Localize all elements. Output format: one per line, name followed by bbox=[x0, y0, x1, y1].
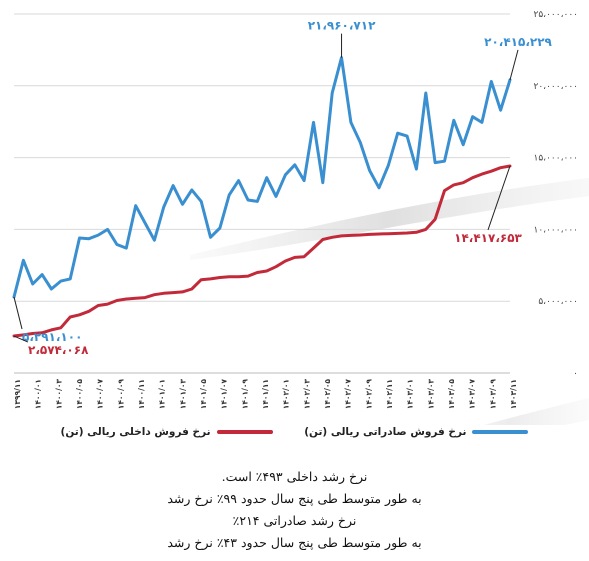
legend: نرخ فروش صادراتی ریالی (تن) نرخ فروش داخ… bbox=[0, 426, 589, 444]
x-tick-label: ۱۴۰۲/۰۷ bbox=[344, 379, 353, 410]
y-tick-label: ۱۰،۰۰۰،۰۰۰ bbox=[534, 225, 578, 235]
x-tick-label: ۱۴۰۳/۰۳ bbox=[426, 379, 435, 410]
background-swoosh bbox=[190, 178, 589, 260]
y-tick-label: ۲۵،۰۰۰،۰۰۰ bbox=[534, 10, 578, 20]
x-tick-label: ۱۴۰۱/۰۱ bbox=[158, 379, 167, 409]
y-tick-label: ۱۵،۰۰۰،۰۰۰ bbox=[534, 154, 578, 164]
annotation-label: ۲،۵۷۴،۰۶۸ bbox=[28, 343, 89, 357]
x-tick-label: ۱۴۰۳/۰۷ bbox=[468, 379, 477, 410]
legend-item-domestic: نرخ فروش داخلی ریالی (تن) bbox=[61, 426, 273, 438]
annotation-leader bbox=[510, 50, 518, 80]
x-tick-label: ۱۴۰۱/۰۳ bbox=[178, 379, 187, 410]
x-tick-label: ۱۴۰۱/۰۵ bbox=[199, 379, 208, 410]
annotation-label: ۱۴،۴۱۷،۶۵۳ bbox=[454, 231, 522, 245]
x-tick-label: ۱۴۰۲/۰۹ bbox=[364, 379, 373, 410]
note-domestic-growth: نرخ رشد داخلی ۴۹۳٪ است. bbox=[0, 466, 589, 488]
x-tick-label: ۱۴۰۲/۰۱ bbox=[282, 379, 291, 409]
y-tick-label: ۵،۰۰۰،۰۰۰ bbox=[538, 297, 578, 307]
note-export-growth: نرخ رشد صادراتی ۲۱۴٪ bbox=[0, 510, 589, 532]
legend-item-export: نرخ فروش صادراتی ریالی (تن) bbox=[304, 426, 528, 438]
x-tick-label: ۱۴۰۳/۰۹ bbox=[488, 379, 497, 410]
legend-swatch-export bbox=[472, 430, 528, 434]
x-tick-label: ۱۴۰۳/۰۱ bbox=[406, 379, 415, 409]
x-tick-label: ۱۴۰۰/۰۹ bbox=[116, 379, 125, 410]
x-tick-label: ۱۴۰۰/۱۱ bbox=[137, 379, 146, 409]
series-lines bbox=[14, 58, 510, 336]
x-tick-label: ۱۴۰۲/۰۳ bbox=[302, 379, 311, 410]
x-tick-label: ۱۴۰۱/۰۹ bbox=[240, 379, 249, 410]
annotation-label: ۵،۲۹۱،۱۰۰ bbox=[22, 330, 82, 344]
x-tick-label: ۱۴۰۰/۰۳ bbox=[54, 379, 63, 410]
y-tick-label: ۲۰،۰۰۰،۰۰۰ bbox=[534, 82, 578, 92]
note-export-average: به طور متوسط طی پنج سال حدود ۴۳٪ نرخ رشد bbox=[0, 532, 589, 554]
y-tick-label: ۰ bbox=[573, 369, 578, 379]
x-tick-label: ۱۴۰۰/۰۱ bbox=[34, 379, 43, 409]
notes: نرخ رشد داخلی ۴۹۳٪ است. به طور متوسط طی … bbox=[0, 466, 589, 554]
annotation-label: ۲۱،۹۶۰،۷۱۲ bbox=[308, 19, 376, 33]
line-chart: ۰ ۵،۰۰۰،۰۰۰ ۱۰،۰۰۰،۰۰۰ ۱۵،۰۰۰،۰۰۰ ۲۰،۰۰۰،۰۰۰… bbox=[0, 0, 589, 425]
series-line-0 bbox=[14, 58, 510, 297]
x-tick-label: ۱۴۰۳/۰۵ bbox=[447, 379, 456, 410]
x-tick-label: ۱۴۰۲/۱۱ bbox=[385, 379, 394, 409]
note-domestic-average: به طور متوسط طی پنج سال حدود ۹۹٪ نرخ رشد bbox=[0, 488, 589, 510]
annotation-leader bbox=[14, 297, 22, 329]
x-tick-label: ۱۳۹۹/۱۱ bbox=[13, 379, 22, 409]
x-axis-ticks: ۱۳۹۹/۱۱ ۱۴۰۰/۰۱ ۱۴۰۰/۰۳ ۱۴۰۰/۰۵ ۱۴۰۰/۰۷ ۱۴۰۰/… bbox=[13, 379, 518, 410]
x-tick-label: ۱۴۰۱/۱۱ bbox=[261, 379, 270, 409]
legend-swatch-domestic bbox=[217, 430, 273, 434]
annotation-label: ۲۰،۴۱۵،۲۲۹ bbox=[484, 35, 552, 49]
x-tick-label: ۱۴۰۳/۱۱ bbox=[509, 379, 518, 409]
x-tick-label: ۱۴۰۲/۰۵ bbox=[323, 379, 332, 410]
legend-label-export: نرخ فروش صادراتی ریالی (تن) bbox=[304, 426, 466, 438]
x-tick-label: ۱۴۰۱/۰۷ bbox=[220, 379, 229, 410]
x-tick-label: ۱۴۰۰/۰۷ bbox=[96, 379, 105, 410]
legend-label-domestic: نرخ فروش داخلی ریالی (تن) bbox=[61, 426, 211, 438]
x-tick-label: ۱۴۰۰/۰۵ bbox=[75, 379, 84, 410]
